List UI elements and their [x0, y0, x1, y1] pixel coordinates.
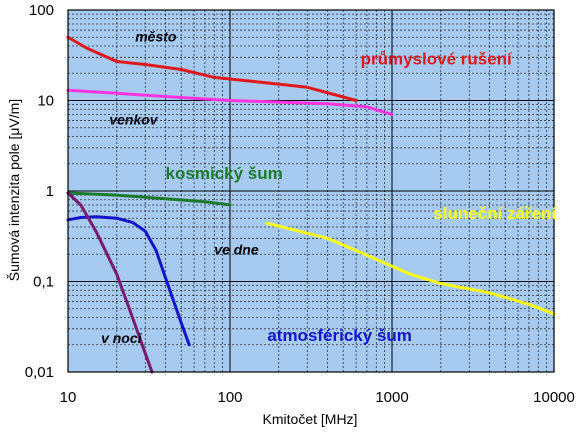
x-tick-label: 100	[217, 389, 242, 406]
y-tick-label: 0,01	[25, 364, 54, 381]
y-tick-label: 10	[37, 93, 54, 110]
annotation-label: průmyslové rušení	[361, 49, 513, 68]
x-tick-label: 10	[60, 389, 77, 406]
x-tick-label: 10000	[533, 389, 575, 406]
annotation-label: venkov	[109, 112, 158, 128]
y-tick-label: 1	[46, 183, 54, 200]
series-line-kosmický-šum	[66, 191, 232, 207]
annotation-label: město	[135, 28, 177, 44]
annotation-label: ve dne	[214, 241, 259, 257]
x-tick-label: 1000	[375, 389, 408, 406]
y-tick-label: 0,1	[33, 274, 54, 291]
series-line-sluneční-záření	[265, 221, 556, 316]
series-line-venkov	[66, 88, 394, 116]
annotation-label: v noci	[101, 330, 143, 346]
series-line-město	[66, 35, 358, 102]
annotation-label: sluneční záření	[433, 204, 557, 223]
series-line-v-noci	[66, 191, 154, 374]
series-line-ve-dne	[66, 215, 191, 347]
y-axis-label: Šumová intenzita pole [μV/m]	[6, 99, 22, 281]
annotation-label: atmosférický šum	[267, 326, 412, 345]
annotation-label: kosmický šum	[166, 164, 283, 183]
x-axis-label: Kmitočet [MHz]	[263, 411, 358, 427]
y-tick-label: 100	[29, 2, 54, 19]
plot-frame	[67, 9, 555, 373]
